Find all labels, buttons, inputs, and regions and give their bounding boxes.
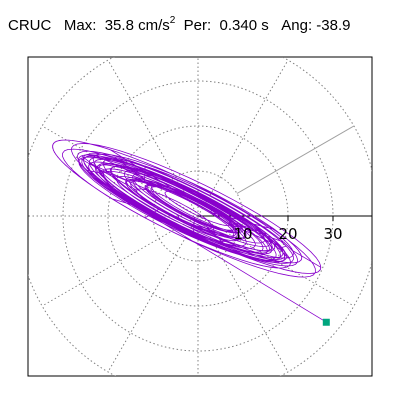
angle-label: Ang: — [281, 17, 313, 34]
chart-header: CRUC Max: 35.8 cm/s2 Per: 0.340 s Ang: -… — [8, 15, 351, 35]
end-marker-group — [322, 318, 330, 326]
max-unit-exponent: 2 — [169, 15, 176, 26]
max-unit: cm/s — [138, 17, 170, 34]
station-code: CRUC — [8, 17, 52, 34]
period-label: Per: — [183, 17, 212, 34]
orbit-path — [52, 139, 327, 323]
radial-tick-labels: 10 20 30 — [233, 225, 342, 243]
end-marker — [322, 318, 330, 326]
orbit-trace — [52, 139, 327, 323]
x-axis-tick-label-10: 10 — [233, 225, 252, 243]
angle-value: -38.9 — [316, 17, 351, 34]
max-label: Max: — [63, 17, 97, 34]
period-value: 0.340 s — [219, 17, 269, 34]
grid-spoke-30 — [236, 125, 355, 194]
max-value: 35.8 — [104, 17, 134, 34]
x-axis-tick-label-30: 30 — [323, 225, 342, 243]
x-axis-tick-label-20: 20 — [278, 225, 297, 243]
